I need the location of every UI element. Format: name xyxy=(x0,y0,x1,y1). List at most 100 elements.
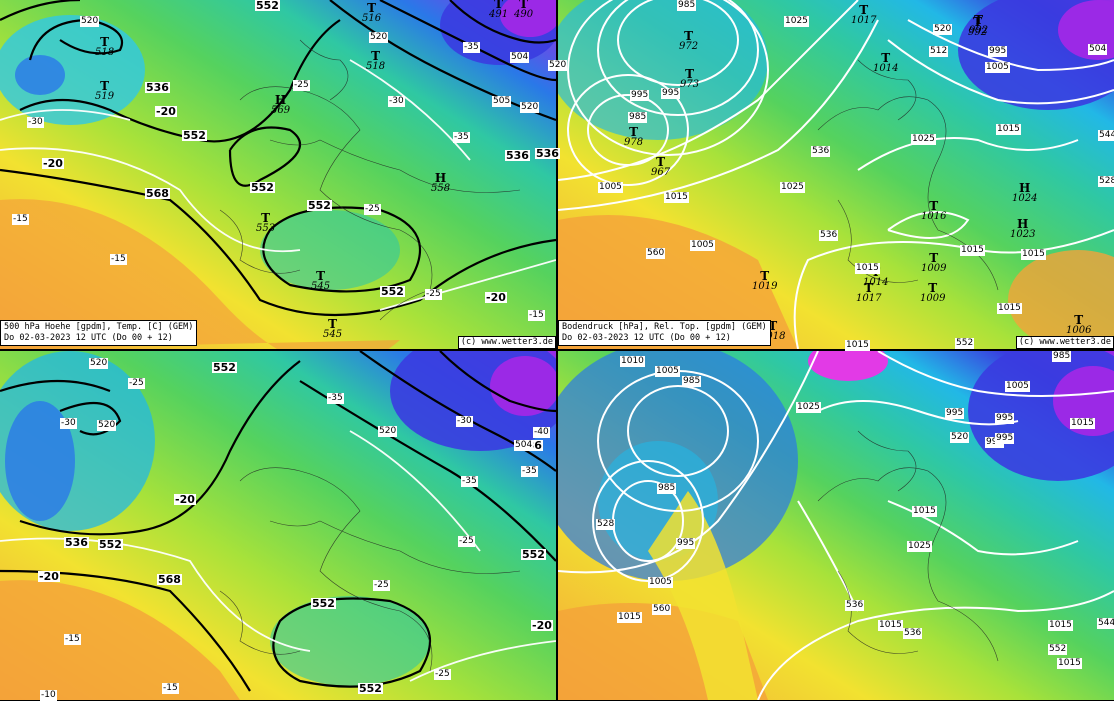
contour-label: -25 xyxy=(364,204,381,215)
contour-label: -15 xyxy=(162,683,179,694)
contour-label: -15 xyxy=(528,310,545,321)
contour-label: 520 xyxy=(548,60,568,71)
contour-label: 536 xyxy=(819,230,839,241)
low-pressure-center: T 491 xyxy=(489,0,508,20)
contour-label: 560 xyxy=(646,248,666,259)
contour-label: 985 xyxy=(677,0,697,11)
contour-label: 544 xyxy=(1098,130,1114,141)
contour-label: -20 xyxy=(155,105,177,118)
contour-label: 552 xyxy=(98,538,123,551)
contour-label: 536 xyxy=(505,149,530,162)
contour-label: 552 xyxy=(358,682,383,695)
horizontal-divider xyxy=(0,349,1114,351)
contour-label: 1025 xyxy=(784,16,809,27)
contour-label: -35 xyxy=(521,466,538,477)
center-symbol: T xyxy=(629,125,639,139)
contour-label: 520 xyxy=(520,102,540,113)
contour-label: 528 xyxy=(596,519,616,530)
center-symbol: H xyxy=(274,93,287,107)
contour-label: -10 xyxy=(40,690,57,701)
contour-label: 520 xyxy=(89,358,109,369)
center-symbol: T xyxy=(316,269,326,283)
contour-label: 1015 xyxy=(878,620,903,631)
center-value: 519 xyxy=(95,91,115,102)
center-symbol: T xyxy=(768,319,778,333)
low-pressure-center: T 1006 xyxy=(1066,314,1091,336)
contour-label: 568 xyxy=(157,573,182,586)
center-value: 545 xyxy=(323,329,343,340)
low-pressure-center: T 518 xyxy=(95,36,114,58)
low-pressure-center: T 516 xyxy=(362,2,381,24)
caption-line-2: Do 02-03-2023 12 UTC (Do 00 + 12) xyxy=(562,333,731,343)
center-value: 1017 xyxy=(856,293,882,304)
center-value: 1014 xyxy=(873,63,899,74)
contour-label: -15 xyxy=(64,634,81,645)
contour-label: 1015 xyxy=(855,263,880,274)
contour-label: 995 xyxy=(661,88,681,99)
panel-surface-pressure-bottom xyxy=(558,351,1114,700)
contour-label: 1025 xyxy=(780,182,805,193)
contour-label: 552 xyxy=(255,0,280,12)
low-pressure-center: T 978 xyxy=(624,126,643,148)
contour-label: -20 xyxy=(485,291,507,304)
high-pressure-center: H 558 xyxy=(431,172,450,194)
center-value: 545 xyxy=(311,281,331,292)
low-pressure-center: T 1016 xyxy=(921,200,946,222)
credit-surface-pressure: (c) www.wetter3.de xyxy=(1015,336,1114,349)
contour-label: 995 xyxy=(945,408,965,419)
contour-label: -25 xyxy=(434,669,451,680)
center-symbol: T xyxy=(656,155,666,169)
high-pressure-center: H 569 xyxy=(271,94,290,116)
contour-label: 536 xyxy=(845,600,865,611)
low-pressure-center: T 972 xyxy=(679,30,698,52)
panel-surface-pressure-top xyxy=(558,0,1114,349)
center-value: 978 xyxy=(624,137,644,148)
caption-line-1: Bodendruck [hPa], Rel. Top. [gpdm] (GEM) xyxy=(562,322,767,332)
center-value: 1016 xyxy=(921,211,947,222)
center-symbol: T xyxy=(494,0,504,11)
map-surface-pressure-bottom xyxy=(558,351,1114,700)
low-pressure-center: T 992 xyxy=(968,16,987,38)
high-pressure-center: H 1024 xyxy=(1012,182,1037,204)
contour-label: 1005 xyxy=(648,577,673,588)
contour-label: 520 xyxy=(80,16,100,27)
map-surface-pressure-top xyxy=(558,0,1114,349)
low-pressure-center: T 1017 xyxy=(851,4,876,26)
center-symbol: T xyxy=(859,3,869,17)
center-value: 1024 xyxy=(1012,193,1038,204)
center-symbol: T xyxy=(864,281,874,295)
contour-label: 1025 xyxy=(911,134,936,145)
panel-500hpa-bottom xyxy=(0,351,556,700)
contour-label: 520 xyxy=(933,24,953,35)
contour-label: -30 xyxy=(388,96,405,107)
contour-label: 1025 xyxy=(907,541,932,552)
contour-label: 536 xyxy=(64,536,89,549)
contour-label: -30 xyxy=(27,117,44,128)
center-symbol: T xyxy=(100,35,110,49)
contour-label: 995 xyxy=(676,538,696,549)
contour-label: 995 xyxy=(995,433,1015,444)
contour-label: -40 xyxy=(533,427,550,438)
center-value: 1017 xyxy=(851,15,877,26)
contour-label: 504 xyxy=(510,52,530,63)
contour-label: -20 xyxy=(531,619,553,632)
center-symbol: T xyxy=(974,13,984,27)
contour-label: -15 xyxy=(110,254,127,265)
low-pressure-center: T 1009 xyxy=(921,252,946,274)
contour-label: 1015 xyxy=(960,245,985,256)
low-pressure-center: T 1019 xyxy=(752,270,777,292)
contour-label: 985 xyxy=(1052,351,1072,362)
contour-label: -30 xyxy=(60,418,77,429)
contour-label: 1015 xyxy=(1057,658,1082,669)
center-value: 491 xyxy=(489,9,509,20)
contour-label: -25 xyxy=(425,289,442,300)
contour-label: -15 xyxy=(12,214,29,225)
contour-label: -35 xyxy=(327,393,344,404)
contour-label: 1005 xyxy=(690,240,715,251)
center-value: 1018 xyxy=(760,331,786,342)
center-symbol: T xyxy=(929,199,939,213)
contour-label: -20 xyxy=(42,157,64,170)
low-pressure-center: T 490 xyxy=(514,0,533,20)
contour-label: -25 xyxy=(373,580,390,591)
